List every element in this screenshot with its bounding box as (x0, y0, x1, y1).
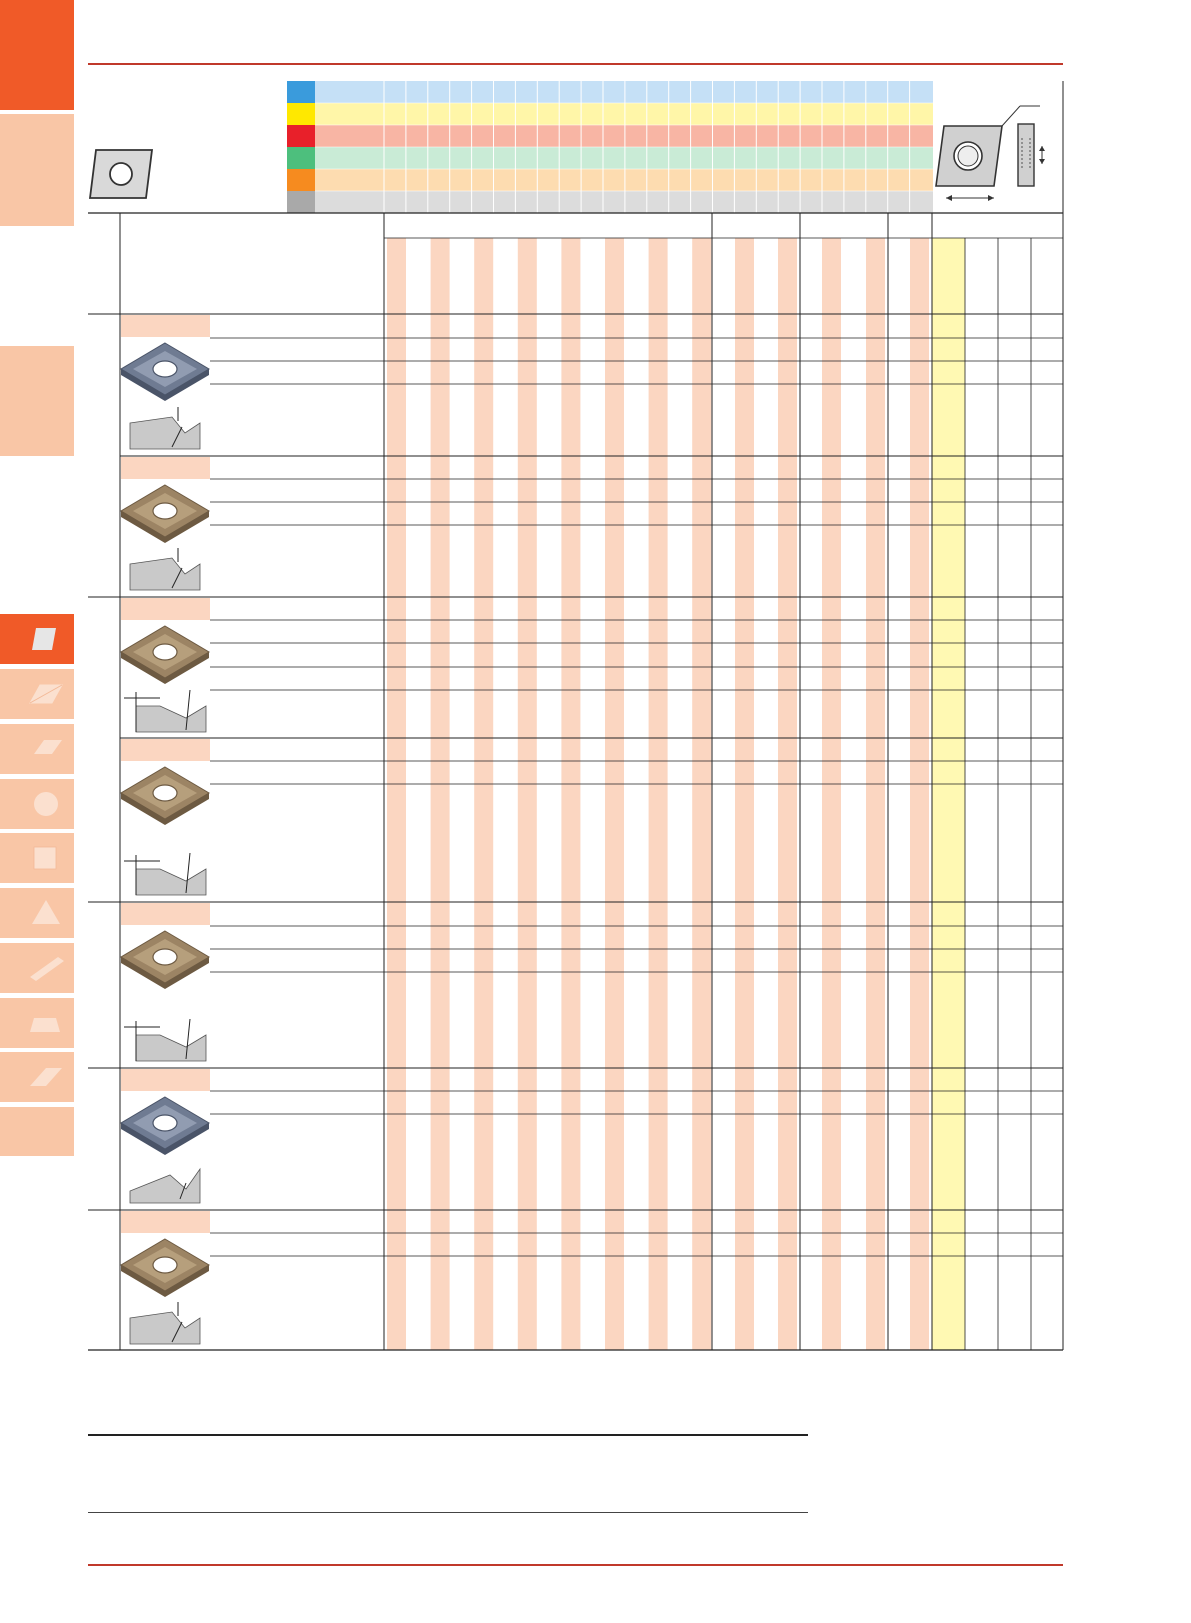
grade-column-stripe (822, 238, 841, 1350)
grade-column-stripe (474, 238, 494, 1350)
insert-gray-icon (120, 1096, 210, 1155)
insert-brown-icon (120, 625, 210, 684)
insert-parallelogram-icon (26, 1060, 66, 1094)
chapter-tab-light-2 (0, 346, 74, 456)
chipbreaker-profile-icon (124, 1018, 207, 1062)
grade-column-stripe (910, 238, 929, 1350)
side-tab-insert-w-shape[interactable] (0, 998, 74, 1048)
insert-d-shape-icon (26, 677, 66, 711)
chipbreaker-label-bar (121, 739, 210, 761)
grade-column-stripe (778, 238, 797, 1350)
material-band-table (287, 81, 933, 213)
chipbreaker-label-bar (121, 598, 210, 620)
insert-dimension-drawing (932, 98, 1060, 210)
side-tab-blank[interactable] (0, 1107, 74, 1156)
grade-column-stripe (430, 238, 450, 1350)
side-tab-insert-d-shape[interactable] (0, 669, 74, 719)
chipbreaker-profile-icon (129, 1167, 201, 1204)
insert-gray-icon (120, 342, 210, 401)
material-swatch-M (287, 103, 315, 125)
side-tab-insert-square[interactable] (0, 833, 74, 883)
chipbreaker-label-bar (121, 903, 210, 925)
header-rule (88, 63, 1063, 65)
chipbreaker-label-bar (121, 1211, 210, 1233)
chipbreaker-profile-icon (124, 852, 207, 896)
insert-c-shape-icon (26, 622, 66, 656)
material-swatch-N (287, 147, 315, 169)
footnote-rule-bottom (88, 1512, 808, 1513)
insert-brown-icon (120, 1238, 210, 1297)
insert-brown-icon (120, 766, 210, 825)
chipbreaker-profile-icon (129, 548, 201, 591)
side-tab-insert-c-shape[interactable] (0, 614, 74, 664)
grade-column-stripe (735, 238, 754, 1350)
side-tab-insert-v-shape[interactable] (0, 943, 74, 993)
grade-column-stripe (387, 238, 406, 1350)
grade-column-stripe (561, 238, 581, 1350)
material-swatch-K (287, 125, 315, 147)
c-insert-shape-icon (88, 144, 156, 202)
chapter-tab-accent (0, 0, 74, 110)
side-tab-insert-rhombic[interactable] (0, 724, 74, 774)
grade-column-stripe (692, 238, 712, 1350)
chipbreaker-profile-icon (124, 689, 207, 733)
footer-rule (88, 1564, 1063, 1566)
insert-square-icon (26, 841, 66, 875)
grade-column-stripe (648, 238, 668, 1350)
insert-brown-icon (120, 930, 210, 989)
insert-brown-icon (120, 484, 210, 543)
chipbreaker-label-bar (121, 457, 210, 479)
insert-v-shape-icon (26, 951, 66, 985)
chipbreaker-label-bar (121, 315, 210, 337)
chipbreaker-label-bar (121, 1069, 210, 1091)
insert-round-icon (26, 787, 66, 821)
material-swatch-H (287, 191, 315, 213)
side-tab-insert-parallelogram[interactable] (0, 1052, 74, 1102)
grade-column-stripe (866, 238, 885, 1350)
tolerance-column (932, 238, 965, 1350)
side-tab-insert-triangle[interactable] (0, 888, 74, 938)
material-swatch-S (287, 169, 315, 191)
insert-w-shape-icon (26, 1006, 66, 1040)
grade-column-stripe (517, 238, 537, 1350)
insert-triangle-icon (26, 896, 66, 930)
chipbreaker-profile-icon (129, 407, 201, 450)
insert-rhombic-icon (26, 732, 66, 766)
footnote-rule-top (88, 1434, 808, 1436)
chapter-tab-light-1 (0, 114, 74, 226)
grade-column-stripe (605, 238, 624, 1350)
side-tab-insert-round[interactable] (0, 779, 74, 829)
material-swatch-P (287, 81, 315, 103)
chipbreaker-profile-icon (129, 1302, 201, 1345)
